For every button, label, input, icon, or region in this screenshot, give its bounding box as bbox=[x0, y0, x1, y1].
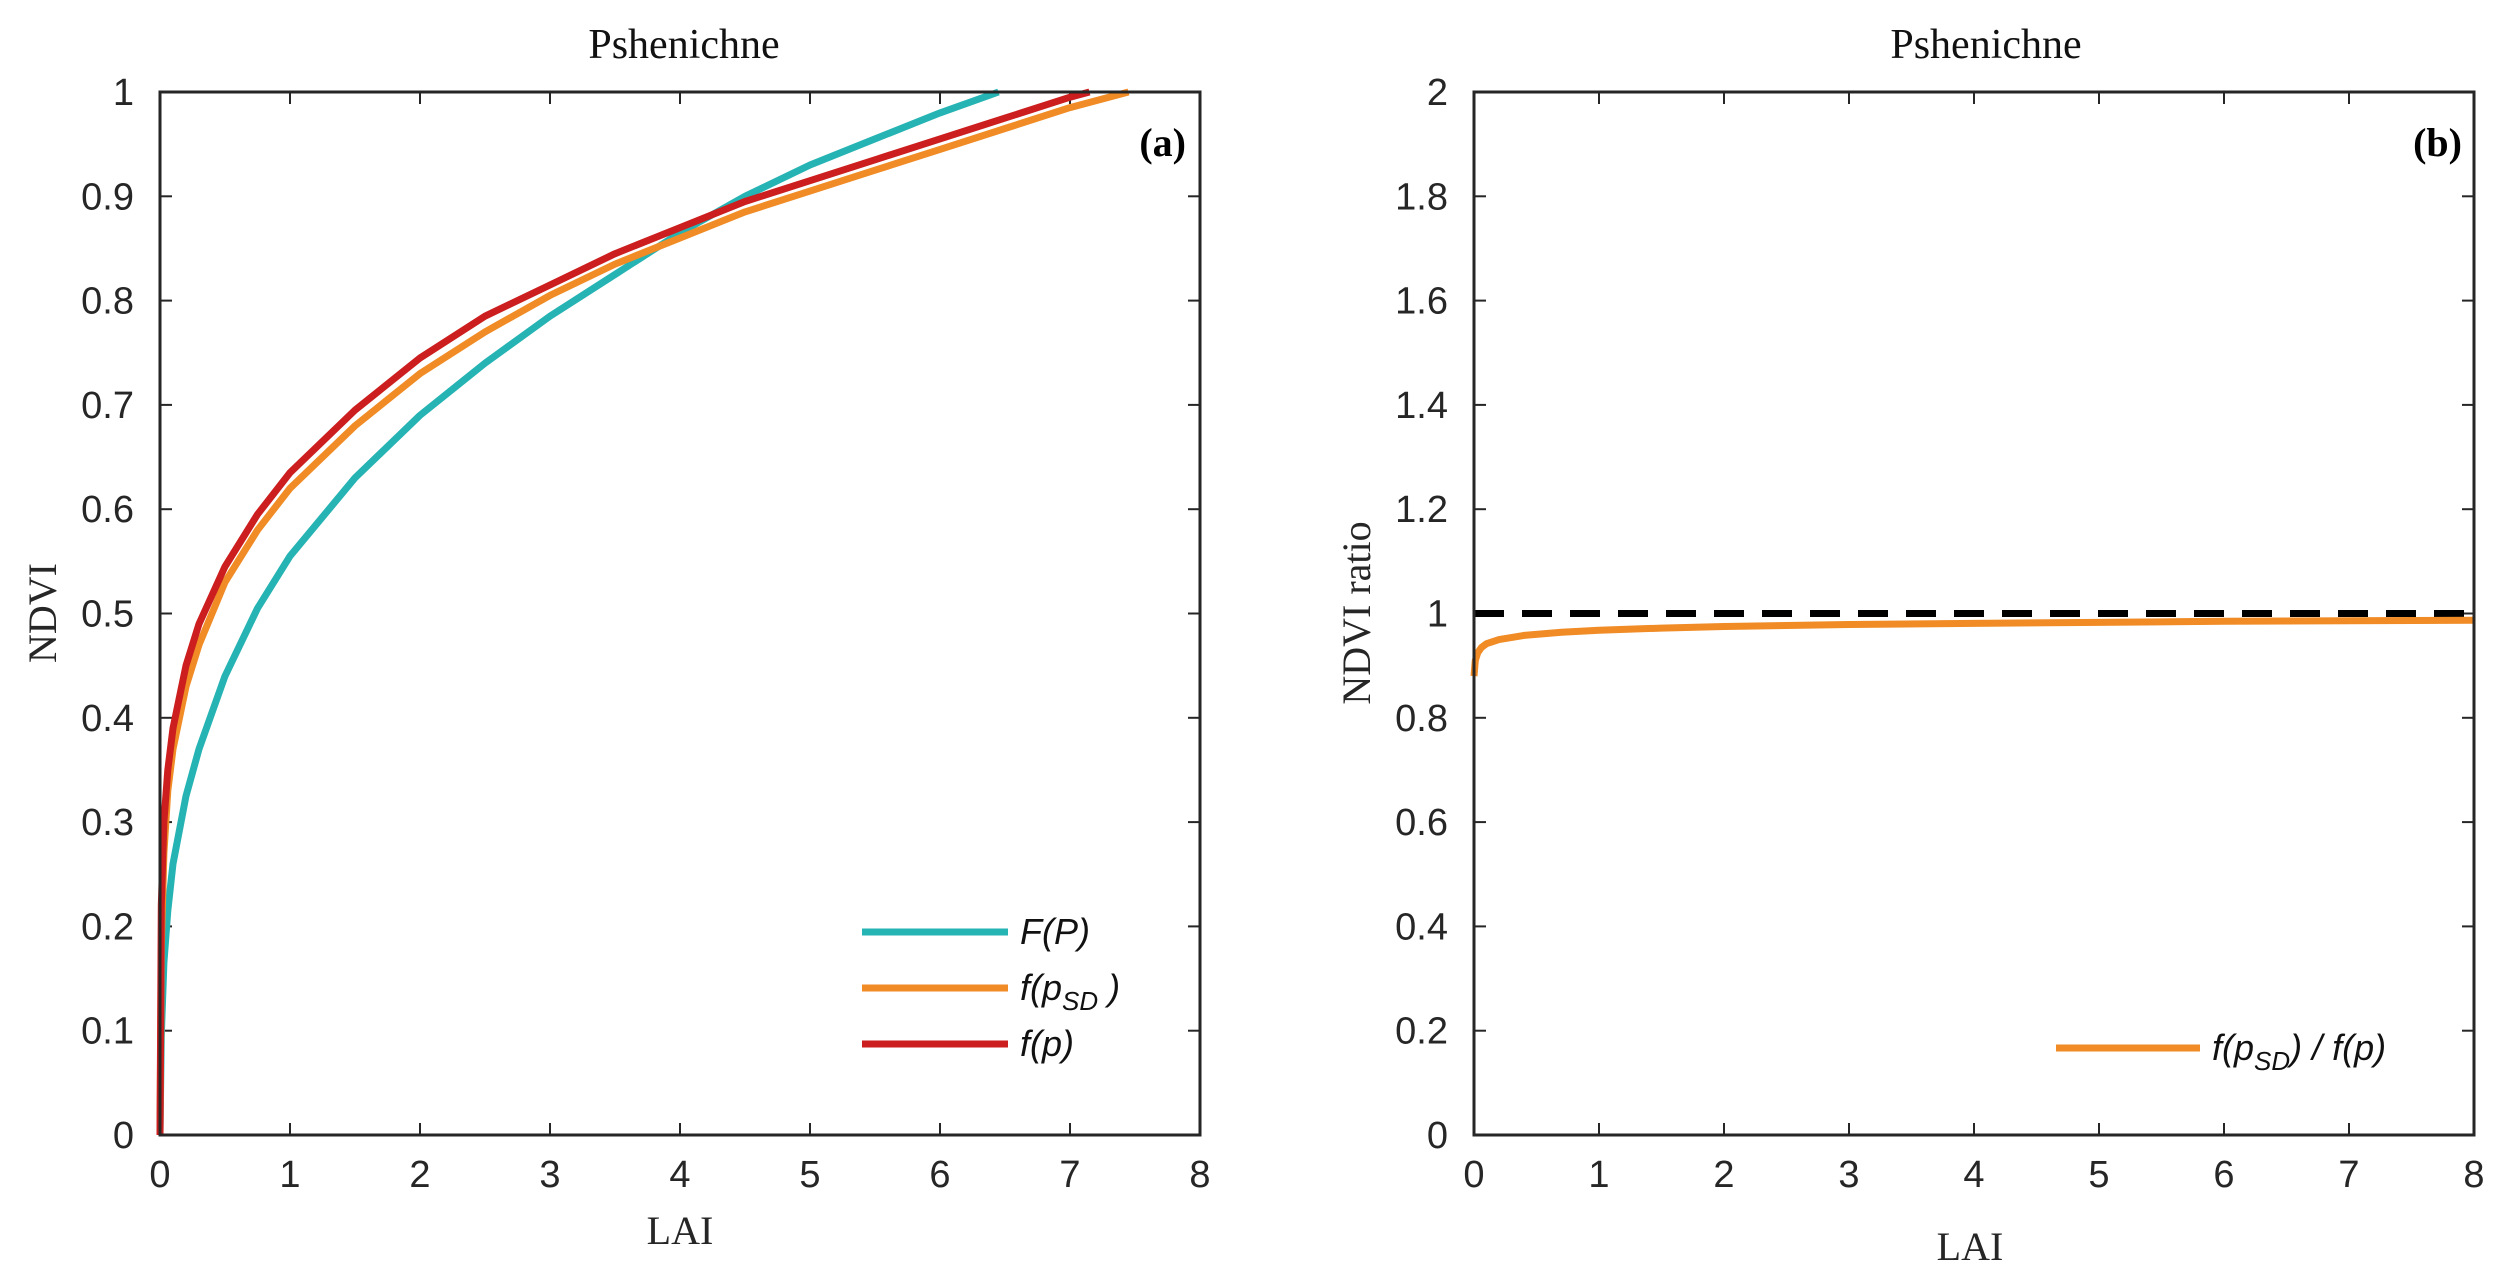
panel-b-x-tick-label: 3 bbox=[1838, 1154, 1859, 1196]
panel-b-y-tick-label: 1.6 bbox=[1395, 281, 1448, 323]
panel-b-label: (b) bbox=[2413, 120, 2462, 165]
panel-b-x-tick-label: 5 bbox=[2088, 1154, 2109, 1196]
panel-a-legend-label-f-psd: f(pSD ) bbox=[1020, 967, 1120, 1016]
panel-b-y-tick-label: 0.6 bbox=[1395, 802, 1448, 844]
panel-a-series-line-f-p bbox=[156, 88, 1000, 1136]
panel-a-y-tick-label: 0.3 bbox=[81, 802, 134, 844]
panel-b-y-tick-label: 1.8 bbox=[1395, 176, 1448, 218]
panel-b-x-tick-label: 2 bbox=[1713, 1154, 1734, 1196]
panel-a-y-tick-label: 0.4 bbox=[81, 698, 134, 740]
panel-b-x-axis-label: LAI bbox=[1937, 1224, 2004, 1269]
panel-b-y-tick-label: 1.4 bbox=[1395, 385, 1448, 427]
panel-b-x-tick-label: 1 bbox=[1588, 1154, 1609, 1196]
panel-a-ticks: 0 1 2 3 4 5 6 7 8 0 0.1 0.2 0.3 0.4 0.5 0.6 0.7 0.8 0.9 1 bbox=[81, 72, 1210, 1196]
panel-a-y-tick-label: 1 bbox=[113, 72, 134, 114]
panel-a-y-tick-label: 0 bbox=[113, 1115, 134, 1157]
panel-b-x-tick-label: 4 bbox=[1963, 1154, 1984, 1196]
panel-b-y-tick-label: 0.4 bbox=[1395, 906, 1448, 948]
panel-b-y-tick-label: 0.2 bbox=[1395, 1011, 1448, 1053]
panel-b-ticks: 0 1 2 3 4 5 6 7 8 0 0.2 0.4 0.6 0.8 1 1.2 1.4 1.6 1.8 2 bbox=[1395, 72, 2484, 1196]
panel-b-axes-frame bbox=[1472, 90, 2476, 1137]
panel-b-x-tick-label: 8 bbox=[2463, 1154, 2484, 1196]
panel-a-x-tick-label: 0 bbox=[149, 1154, 170, 1196]
panel-b-y-tick-label: 2 bbox=[1427, 72, 1448, 114]
panel-a-y-tick-label: 0.6 bbox=[81, 489, 134, 531]
panel-b-x-tick-label: 7 bbox=[2338, 1154, 2359, 1196]
panel-a-y-tick-label: 0.7 bbox=[81, 385, 134, 427]
panel-a-x-tick-label: 3 bbox=[539, 1154, 560, 1196]
panel-a-y-tick-label: 0.9 bbox=[81, 176, 134, 218]
panel-b-y-tick-label: 0.8 bbox=[1395, 698, 1448, 740]
panel-a-y-tick-label: 0.2 bbox=[81, 906, 134, 948]
panel-b-ndvi-ratio-vs-lai: Pshenichne 0 1 2 3 4 5 6 7 8 0 0.2 0.4 0.6 0.8 1 1.2 1.4… bbox=[1334, 22, 2485, 1269]
panel-a-legend: F(P) f(pSD ) f(p) bbox=[862, 911, 1120, 1064]
panel-a-x-tick-label: 5 bbox=[799, 1154, 820, 1196]
panel-a-x-tick-label: 7 bbox=[1059, 1154, 1080, 1196]
panel-a-x-axis-label: LAI bbox=[647, 1208, 714, 1253]
panel-b-y-axis-label: NDVI ratio bbox=[1334, 521, 1379, 704]
panel-b-y-tick-label: 0 bbox=[1427, 1115, 1448, 1157]
panel-a-y-tick-label: 0.5 bbox=[81, 594, 134, 636]
panel-a-series-line-f-psd bbox=[156, 88, 1130, 1136]
panel-a-series bbox=[156, 88, 1130, 1136]
panel-a-label: (a) bbox=[1139, 120, 1186, 165]
panel-a-x-tick-label: 6 bbox=[929, 1154, 950, 1196]
panel-b-y-tick-label: 1.2 bbox=[1395, 489, 1448, 531]
panel-a-series-line-f-p bbox=[156, 88, 1091, 1136]
panel-a-x-tick-label: 4 bbox=[669, 1154, 690, 1196]
panel-a-y-tick-label: 0.1 bbox=[81, 1011, 134, 1053]
panel-a-title: Pshenichne bbox=[588, 22, 779, 68]
panel-b-legend: f(pSD) / f(p) bbox=[2056, 1027, 2386, 1076]
panel-b-y-tick-label: 1 bbox=[1427, 594, 1448, 636]
panel-a-x-tick-label: 2 bbox=[409, 1154, 430, 1196]
panel-b-x-tick-label: 6 bbox=[2213, 1154, 2234, 1196]
panel-b-x-tick-label: 0 bbox=[1463, 1154, 1484, 1196]
panel-a-x-tick-label: 1 bbox=[279, 1154, 300, 1196]
panel-b-series-line-f-psd-f-p bbox=[1470, 616, 2475, 677]
panel-a-x-tick-label: 8 bbox=[1189, 1154, 1210, 1196]
panel-a-ndvi-vs-lai: Pshenichne 0 1 2 3 4 5 6 7 800.10.20.30.40.50.60… bbox=[20, 22, 1211, 1253]
panel-a-y-tick-label: 0.8 bbox=[81, 281, 134, 323]
panel-a-legend-label-f-p: F(P) bbox=[1020, 911, 1090, 952]
panel-a-legend-label-f-p: f(p) bbox=[1020, 1023, 1074, 1064]
panel-b-series bbox=[1470, 616, 2475, 677]
panel-b-legend-label-f-psd-f-p: f(pSD) / f(p) bbox=[2212, 1027, 2386, 1076]
panel-a-axes-frame bbox=[158, 90, 1202, 1137]
panel-b-title: Pshenichne bbox=[1890, 22, 2081, 68]
panel-a-y-axis-label: NDVI bbox=[20, 563, 65, 663]
